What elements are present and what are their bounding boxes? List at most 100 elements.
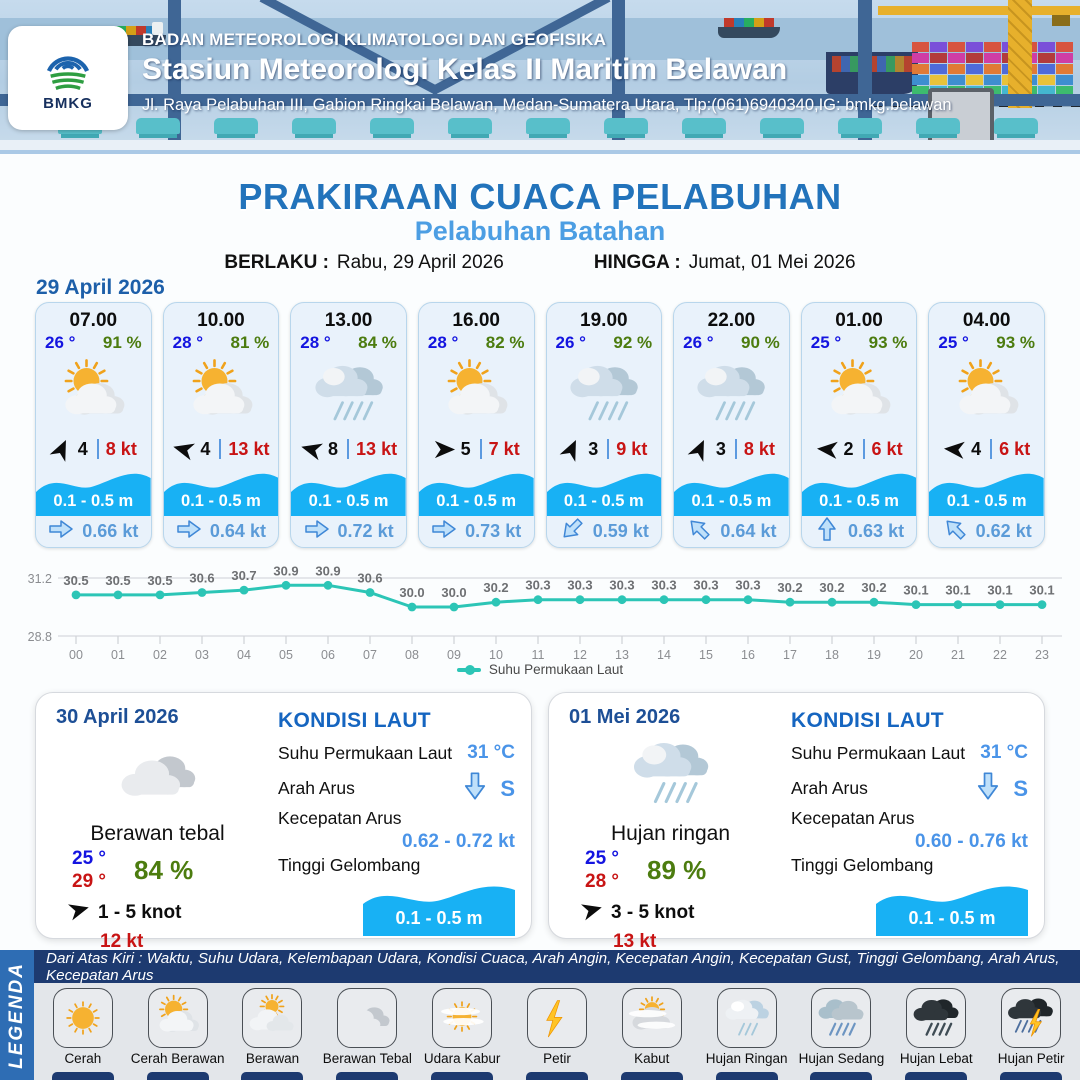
card-current-row: 0.62 kt (929, 516, 1044, 547)
crane-block (1052, 15, 1070, 26)
weather-icon (54, 355, 132, 433)
legend-title: LEGENDA (6, 961, 27, 1069)
hourly-card: 16.00 28 ° 82 % 5 7 kt 0.1 - 0.5 m 0.73 … (417, 302, 535, 548)
svg-text:10: 10 (489, 648, 503, 660)
current-direction-value: S (973, 772, 1028, 804)
ship-hull (718, 27, 780, 38)
gust-speed: 6 kt (990, 439, 1030, 460)
sun-cloud-icon (147, 988, 208, 1048)
cargo-ship-icon (96, 26, 160, 35)
gust-speed: 6 kt (862, 439, 903, 460)
card-wind-row: 3 9 kt (559, 435, 647, 464)
wind-speed: 4 (77, 438, 88, 459)
chart-legend-label: Suhu Permukaan Laut (488, 662, 624, 677)
legend-item-label: Hujan Lebat (899, 1051, 973, 1066)
hourly-card: 10.00 28 ° 81 % 4 13 kt 0.1 - 0.5 m 0.64… (162, 302, 280, 548)
daily-humidity: 89 % (647, 855, 707, 885)
svg-text:17: 17 (783, 648, 797, 660)
crane-jib (878, 6, 1080, 15)
daily-temp-max: 28 ° (585, 871, 620, 892)
svg-text:16: 16 (741, 648, 755, 660)
legend-item-label: Petir (543, 1051, 571, 1066)
svg-text:30.6: 30.6 (357, 571, 382, 586)
svg-text:30.5: 30.5 (105, 573, 130, 588)
bmkg-logo-icon (46, 55, 90, 90)
legend-item-marker (241, 1072, 304, 1080)
card-humidity: 84 % (358, 333, 397, 352)
current-direction-icon (48, 518, 74, 545)
current-speed: 0.62 kt (975, 521, 1032, 542)
wind-speed: 3 (588, 438, 599, 459)
wave-height-box: 0.1 - 0.5 m (363, 878, 515, 936)
svg-text:30.2: 30.2 (861, 580, 886, 595)
svg-text:30.0: 30.0 (399, 585, 424, 600)
current-speed-label: Kecepatan Arus (278, 808, 402, 828)
station-name: Stasiun Meteorologi Kelas II Maritim Bel… (142, 53, 788, 86)
wave-height-label: Tinggi Gelombang (278, 855, 421, 875)
daily-gust: 12 kt (100, 931, 144, 952)
daily-condition: Berawan tebal (90, 822, 225, 845)
cloud-thick-icon (337, 988, 398, 1048)
current-speed-label: Kecepatan Arus (791, 808, 915, 828)
legend-section: LEGENDA Dari Atas Kiri : Waktu, Suhu Uda… (0, 950, 1080, 1080)
daily-temps: 25 ° 28 ° 89 % (585, 848, 778, 893)
svg-text:20: 20 (909, 648, 923, 660)
svg-text:30.2: 30.2 (777, 580, 802, 595)
current-direction-icon (304, 518, 330, 545)
daily-weather-column: 01 Mei 2026 Hujan ringan 25 ° 28 ° 89 % … (563, 706, 778, 953)
wind-speed: 8 (328, 438, 339, 459)
card-humidity: 81 % (230, 333, 270, 352)
svg-text:28.8: 28.8 (28, 630, 52, 644)
lightning-icon (526, 988, 587, 1048)
legend-item: Cerah (37, 983, 129, 1080)
svg-text:30.3: 30.3 (525, 578, 550, 593)
hourly-card: 13.00 28 ° 84 % 8 13 kt 0.1 - 0.5 m 0.72… (290, 302, 407, 548)
wave-height: 0.1 - 0.5 m (819, 492, 899, 511)
chart-legend: Suhu Permukaan Laut (18, 662, 1062, 677)
valid-until: HINGGA : Jumat, 01 Mei 2026 (594, 252, 856, 274)
window-beam (612, 0, 625, 150)
svg-text:30.6: 30.6 (189, 571, 214, 586)
bmkg-logo-label: BMKG (43, 94, 93, 112)
card-wind-row: 5 7 kt (433, 435, 520, 464)
wave-height-row: Tinggi Gelombang (791, 855, 1028, 876)
card-humidity: 91 % (102, 333, 142, 352)
wave-height: 0.1 - 0.5 m (691, 492, 772, 511)
legend-item-label: Berawan (245, 1051, 300, 1066)
svg-text:30.2: 30.2 (819, 580, 844, 595)
wave-height-value: 0.1 - 0.5 m (395, 908, 483, 928)
daily-weather-icon (50, 731, 265, 822)
card-humidity: 93 % (868, 333, 908, 352)
legend-item-label: Hujan Sedang (798, 1051, 885, 1066)
window-beam (168, 0, 181, 150)
wave-height-band: 0.1 - 0.5 m (418, 464, 534, 517)
legend-item-label: Cerah Berawan (130, 1051, 225, 1066)
legend-item-label: Udara Kabur (423, 1051, 501, 1066)
current-direction-icon (460, 772, 490, 804)
daily-gust: 13 kt (613, 931, 657, 952)
card-current-row: 0.64 kt (674, 516, 789, 547)
svg-text:11: 11 (532, 648, 545, 660)
wave-height-row: Tinggi Gelombang (278, 855, 515, 876)
rain-heavy-icon (906, 988, 967, 1048)
gust-speed: 9 kt (607, 439, 647, 460)
card-temperature: 28 ° (172, 333, 204, 352)
legend-item-marker (51, 1072, 114, 1080)
container-vessel (826, 52, 918, 94)
card-time: 07.00 (69, 310, 118, 331)
svg-text:07: 07 (363, 648, 377, 660)
hourly-card: 04.00 25 ° 93 % 4 6 kt 0.1 - 0.5 m 0.62 … (928, 302, 1045, 548)
svg-text:03: 03 (195, 648, 209, 660)
daily-temp-max: 29 ° (72, 871, 107, 892)
legend-item-label: Hujan Ringan (705, 1051, 788, 1066)
daily-wind-range: 1 - 5 knot (98, 902, 182, 923)
card-time: 19.00 (580, 310, 628, 331)
wind-direction-icon (816, 438, 839, 461)
card-current-row: 0.59 kt (547, 516, 662, 547)
svg-text:21: 21 (951, 648, 965, 660)
svg-text:30.2: 30.2 (483, 580, 508, 595)
legend-item: Berawan (226, 983, 318, 1080)
wind-direction-icon (49, 438, 73, 462)
sst-value: 31 °C (980, 742, 1028, 763)
svg-text:30.1: 30.1 (945, 583, 970, 598)
